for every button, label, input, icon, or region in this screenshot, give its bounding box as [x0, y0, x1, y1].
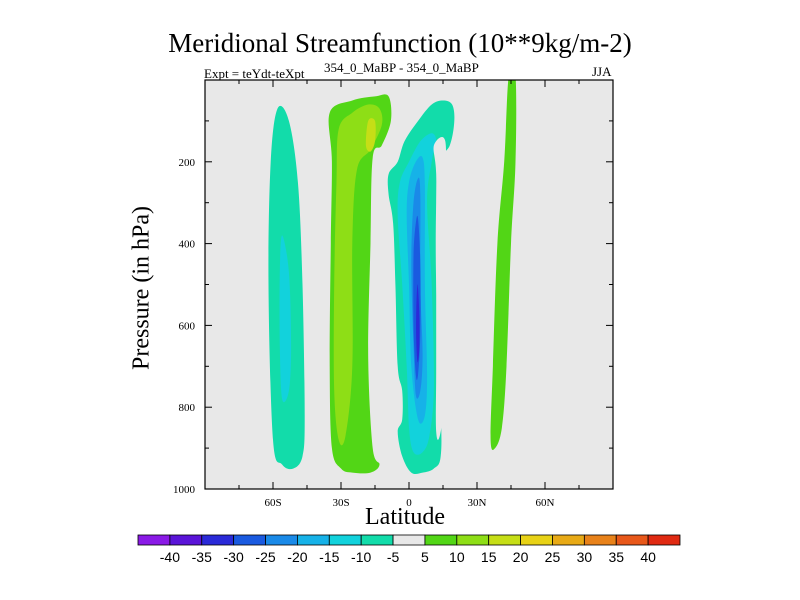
x-tick-label: 60S: [264, 497, 281, 509]
y-tick-label: 1000: [173, 484, 196, 496]
colorbar-label: -5: [387, 549, 400, 565]
colorbar-swatch: [615, 534, 649, 546]
colorbar-swatch: [392, 534, 426, 546]
colorbar-swatch: [583, 534, 617, 546]
colorbar-swatch: [169, 534, 203, 546]
contour-regions: [268, 80, 517, 475]
colorbar-swatch: [328, 534, 362, 546]
x-tick-label: 30N: [468, 497, 487, 509]
colorbar-label: 10: [449, 549, 465, 565]
experiment-label: Expt = teYdt-teXpt: [204, 66, 305, 81]
contour-northern-positive: [490, 80, 517, 450]
colorbar-label: 5: [421, 549, 429, 565]
axis-ticks: 60S 30S 0 30N 60N 200 400 600 800 1000: [173, 80, 614, 509]
colorbar-swatch: [360, 534, 394, 546]
contour-southern-hadley-15: [365, 118, 376, 152]
y-tick-label: 200: [179, 157, 196, 169]
colorbar-swatch: [520, 534, 553, 546]
colorbar-swatch: [552, 534, 585, 546]
colorbar-swatch: [201, 534, 235, 546]
x-tick-label: 60N: [536, 497, 555, 509]
colorbar-label: -25: [255, 549, 275, 565]
colorbar-swatch: [647, 534, 681, 546]
x-axis-title: Latitude: [365, 504, 445, 530]
x-tick-label: 0: [406, 497, 412, 509]
chart-subtitle: 354_0_MaBP - 354_0_MaBP: [324, 60, 479, 75]
y-tick-label: 800: [179, 402, 196, 414]
y-tick-label: 600: [179, 320, 196, 332]
colorbar-swatch: [456, 534, 490, 546]
season-label: JJA: [592, 64, 612, 79]
colorbar-label: 25: [545, 549, 561, 565]
contour-tropical-negative-30: [416, 284, 420, 363]
chart-title: Meridional Streamfunction (10**9kg/m-2): [168, 28, 632, 58]
colorbar-label: 35: [608, 549, 624, 565]
colorbar-swatch: [137, 534, 171, 546]
x-tick-label: 30S: [332, 497, 349, 509]
colorbar-swatch: [265, 534, 298, 546]
colorbar-label: 20: [513, 549, 529, 565]
colorbar-swatch: [297, 534, 330, 546]
y-tick-label: 400: [179, 239, 196, 251]
colorbar: -40 -35 -30 -25 -20 -15 -10 -5 5 10 15 20 25 30 35 40: [137, 534, 681, 565]
colorbar-label: -20: [287, 549, 307, 565]
colorbar-label: 15: [481, 549, 497, 565]
contour-south-polar-core: [279, 235, 292, 403]
colorbar-label: -15: [319, 549, 339, 565]
colorbar-label: 30: [577, 549, 593, 565]
colorbar-label: -40: [160, 549, 180, 565]
colorbar-swatch: [488, 534, 521, 546]
colorbar-label: 40: [640, 549, 656, 565]
colorbar-label: -10: [351, 549, 371, 565]
contour-southern-hadley-10: [333, 104, 383, 446]
colorbar-swatch: [424, 534, 458, 546]
colorbar-label: -30: [224, 549, 244, 565]
colorbar-label: -35: [192, 549, 212, 565]
contour-tropical-gap: [433, 136, 451, 440]
colorbar-swatch: [233, 534, 266, 546]
